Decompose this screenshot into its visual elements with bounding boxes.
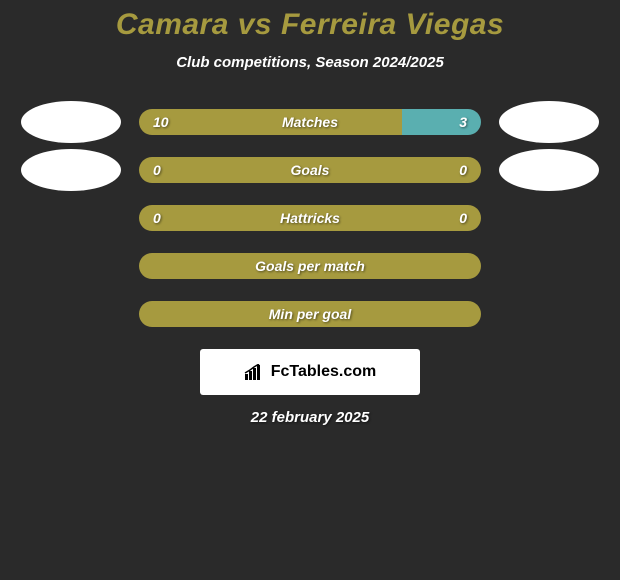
stat-label: Min per goal [269, 306, 351, 322]
stat-row-hattricks: 0 0 Hattricks [0, 205, 620, 231]
stat-row-goals: 0 0 Goals [0, 157, 620, 183]
comparison-container: Camara vs Ferreira Viegas Club competiti… [0, 0, 620, 426]
brand-label: FcTables.com [271, 363, 377, 381]
page-title: Camara vs Ferreira Viegas [0, 8, 620, 42]
stat-right-text: 0 [459, 162, 467, 178]
player-right-avatar [499, 149, 599, 191]
brand-logo: FcTables.com [200, 349, 420, 395]
chart-icon [244, 364, 266, 380]
stat-label: Goals per match [255, 258, 365, 274]
stat-label: Hattricks [280, 210, 340, 226]
stat-bar-mpg: Min per goal [139, 301, 481, 327]
stat-bar-goals: 0 0 Goals [139, 157, 481, 183]
stat-right-value: 0 [310, 157, 481, 183]
date-text: 22 february 2025 [0, 409, 620, 426]
stat-left-text: 0 [153, 162, 161, 178]
brand-text: FcTables.com [244, 363, 377, 381]
stat-label: Goals [291, 162, 330, 178]
stat-bar-hattricks: 0 0 Hattricks [139, 205, 481, 231]
stat-bar-gpm: Goals per match [139, 253, 481, 279]
stat-left-value: 0 [139, 157, 310, 183]
subtitle: Club competitions, Season 2024/2025 [0, 54, 620, 71]
player-right-avatar [499, 101, 599, 143]
stat-left-value: 10 [139, 109, 402, 135]
player-left-avatar [21, 101, 121, 143]
stat-left-text: 0 [153, 210, 161, 226]
stat-right-text: 3 [459, 114, 467, 130]
stat-right-text: 0 [459, 210, 467, 226]
stat-right-value: 3 [402, 109, 481, 135]
stat-bar-matches: 10 3 Matches [139, 109, 481, 135]
player-left-avatar [21, 149, 121, 191]
stat-row-matches: 10 3 Matches [0, 109, 620, 135]
stat-label: Matches [282, 114, 338, 130]
stat-left-text: 10 [153, 114, 169, 130]
